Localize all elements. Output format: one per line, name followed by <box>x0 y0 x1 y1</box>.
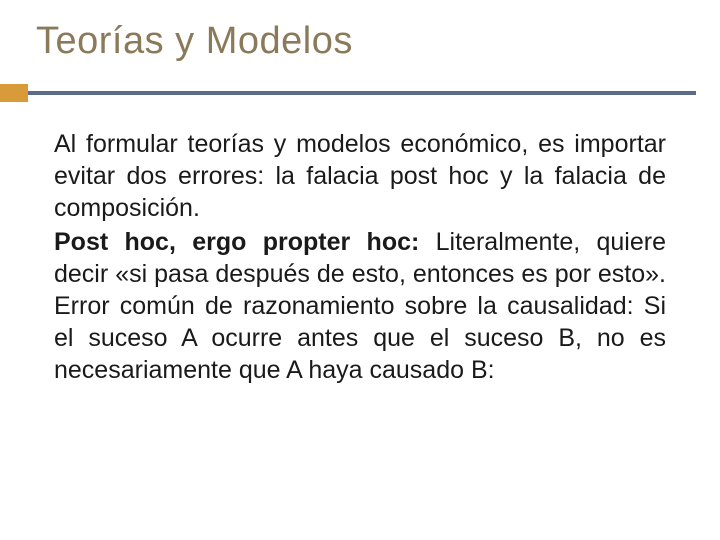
slide: Teorías y Modelos Al formular teorías y … <box>0 0 720 540</box>
paragraph-2: Post hoc, ergo propter hoc: Literalmente… <box>54 226 666 386</box>
title-rule <box>0 84 720 102</box>
paragraph-1: Al formular teorías y modelos económico,… <box>54 128 666 224</box>
accent-block <box>0 84 28 102</box>
body-text: Al formular teorías y modelos económico,… <box>54 128 666 388</box>
horizontal-rule <box>28 91 696 95</box>
bold-term: Post hoc, ergo propter hoc: <box>54 228 419 256</box>
slide-title: Teorías y Modelos <box>36 20 353 63</box>
